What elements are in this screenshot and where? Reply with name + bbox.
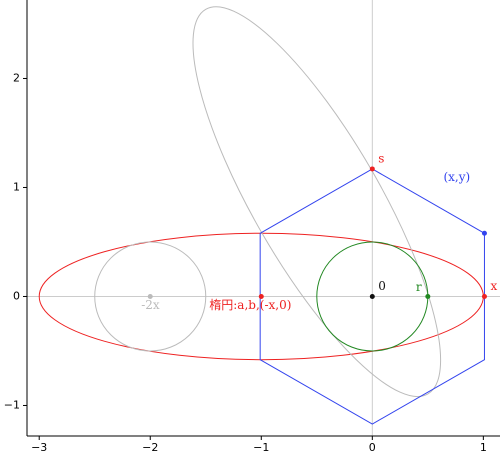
ellipse (94, 241, 207, 352)
point (425, 293, 431, 299)
ellipse (192, 6, 442, 398)
point (147, 293, 153, 299)
y-tick-label: 1 (13, 180, 20, 193)
x-tick-label: −3 (31, 441, 47, 454)
point (481, 230, 487, 236)
x-tick-label: 0 (369, 441, 376, 454)
point-label: 楕円:a,b,(-x,0) (209, 298, 291, 312)
x-tick-label: −2 (142, 441, 158, 454)
x-tick-label: −1 (253, 441, 269, 454)
point-label: r (416, 280, 422, 294)
point (369, 293, 375, 299)
point-label: (x,y) (443, 170, 470, 184)
point-label: -2x (141, 298, 160, 312)
x-tick-label: 1 (480, 441, 487, 454)
point-label: s (378, 151, 384, 165)
point (258, 293, 264, 299)
point (481, 293, 487, 299)
y-tick-label: −1 (4, 398, 20, 411)
point (369, 166, 375, 172)
y-tick-label: 0 (13, 289, 20, 302)
y-tick-label: 2 (13, 71, 20, 84)
point-label: 0 (378, 279, 386, 293)
point-label: x (490, 279, 497, 293)
